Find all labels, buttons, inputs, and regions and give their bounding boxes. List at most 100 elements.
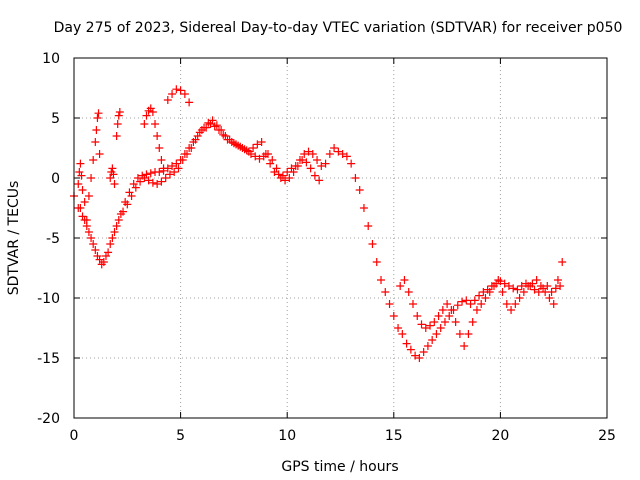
data-point	[140, 120, 149, 128]
data-point	[82, 216, 91, 224]
data-point	[246, 150, 255, 158]
data-point	[125, 188, 134, 197]
data-point	[110, 228, 119, 236]
data-point	[251, 152, 260, 161]
data-point	[460, 342, 469, 350]
data-point	[76, 159, 85, 168]
data-point	[406, 345, 415, 354]
data-point	[212, 121, 221, 130]
data-marks	[70, 85, 567, 362]
data-point	[276, 174, 285, 182]
data-point	[93, 252, 102, 260]
data-point	[93, 114, 102, 122]
data-point	[221, 132, 230, 140]
data-point	[436, 324, 445, 332]
data-point	[146, 169, 155, 178]
data-point	[302, 158, 311, 167]
data-point	[364, 222, 373, 230]
data-point	[415, 354, 424, 362]
data-point	[398, 330, 407, 338]
data-point	[151, 120, 160, 128]
data-point	[208, 116, 217, 125]
data-point	[504, 282, 513, 290]
data-point	[157, 156, 166, 164]
x-axis-title: GPS time / hours	[281, 459, 398, 475]
data-point	[408, 300, 417, 308]
data-point	[89, 240, 98, 248]
data-point	[148, 178, 157, 187]
data-point	[76, 204, 85, 212]
data-point	[268, 156, 277, 164]
data-point	[334, 147, 343, 156]
data-point	[172, 85, 181, 94]
data-point	[176, 86, 185, 95]
data-point	[325, 150, 334, 158]
data-point	[434, 312, 443, 320]
data-point	[264, 150, 273, 158]
data-point	[77, 171, 86, 180]
data-point	[428, 336, 437, 344]
data-point	[174, 164, 183, 173]
data-point	[113, 120, 122, 128]
data-point	[84, 228, 93, 236]
data-point	[170, 168, 179, 176]
data-point	[423, 342, 432, 350]
data-point	[142, 170, 151, 179]
data-point	[112, 222, 121, 230]
data-point	[400, 276, 409, 284]
data-point	[342, 152, 351, 161]
data-point	[385, 300, 394, 308]
data-point	[355, 186, 364, 194]
data-point	[453, 301, 462, 310]
data-point	[472, 306, 481, 314]
data-point	[466, 300, 475, 308]
data-point	[402, 339, 411, 348]
data-point	[153, 132, 162, 140]
data-point	[229, 139, 238, 148]
data-point	[95, 150, 104, 158]
data-point	[389, 312, 398, 320]
data-point	[195, 128, 204, 137]
data-point	[74, 180, 83, 188]
data-point	[419, 348, 428, 356]
data-point	[347, 159, 356, 168]
data-point	[155, 144, 164, 152]
x-tick-label: 10	[278, 428, 296, 444]
data-point	[368, 240, 377, 248]
data-point	[458, 297, 467, 306]
data-point	[447, 306, 456, 314]
data-point	[178, 156, 187, 164]
data-point	[87, 174, 96, 182]
data-point	[549, 300, 558, 308]
data-point	[234, 141, 243, 150]
data-point	[165, 170, 174, 179]
data-point	[163, 96, 172, 104]
data-point	[238, 144, 247, 152]
data-point	[438, 306, 447, 314]
data-point	[153, 180, 162, 188]
data-point	[144, 176, 153, 185]
data-point	[515, 294, 524, 302]
data-point	[257, 138, 266, 146]
data-point	[304, 147, 313, 156]
data-point	[80, 198, 89, 206]
data-point	[289, 168, 298, 176]
data-point	[317, 162, 326, 170]
data-point	[219, 130, 228, 139]
data-point	[168, 90, 177, 98]
data-point	[131, 183, 140, 192]
data-point	[298, 156, 307, 164]
data-point	[509, 284, 518, 293]
data-point	[490, 282, 499, 290]
data-point	[315, 176, 324, 185]
data-point	[498, 288, 507, 296]
data-point	[108, 234, 117, 242]
data-point	[191, 135, 200, 144]
data-point	[253, 140, 262, 149]
data-point	[396, 282, 405, 290]
data-point	[451, 318, 460, 326]
data-point	[394, 324, 403, 332]
data-point	[78, 212, 87, 221]
x-tick-label: 15	[385, 428, 403, 444]
